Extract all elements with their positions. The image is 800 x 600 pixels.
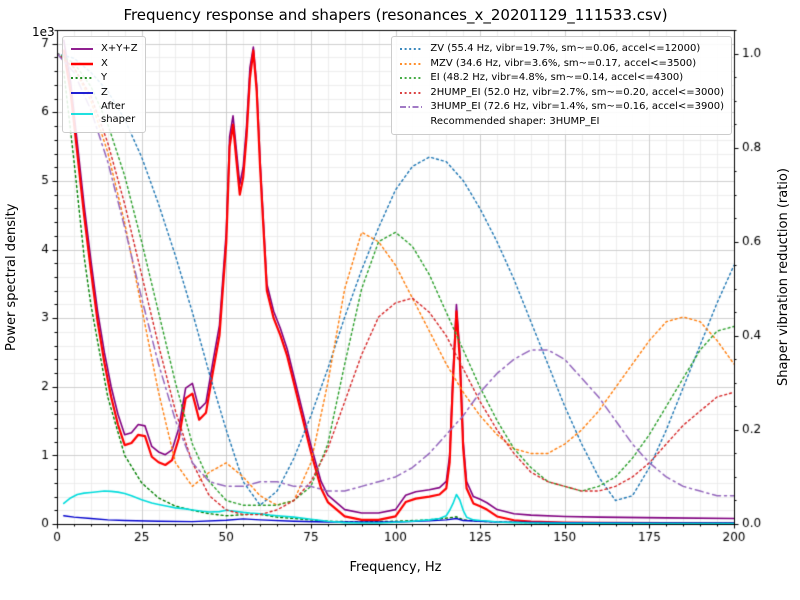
legend-label: 2HUMP_EI (52.0 Hz, vibr=2.7%, sm~=0.20, … [430,86,724,98]
legend-line-sample-icon [400,106,423,109]
legend-line-sample-icon [71,48,93,51]
legend-label: EI (48.2 Hz, vibr=4.8%, sm~=0.14, accel<… [430,72,684,83]
legend-label: Z [101,86,108,98]
legend-line-sample-icon [400,62,423,65]
legend-item-mzv-34-6-hz-vibr-3-6-sm-0-17-accel-3500: MZV (34.6 Hz, vibr=3.6%, sm~=0.17, accel… [399,58,724,71]
legend-item-x-y-z: X+Y+Z [70,43,138,56]
legend-line-sample-icon [71,112,93,115]
legend-item-ei-48-2-hz-vibr-4-8-sm-0-14-accel-4300: EI (48.2 Hz, vibr=4.8%, sm~=0.14, accel<… [399,72,724,85]
legend-line-sample-icon [400,77,423,80]
legend-item-z: Z [70,87,138,100]
legend-line-sample-icon [71,91,93,94]
legend-label: Y [101,72,108,83]
legend-item-y: Y [70,72,138,85]
legend-note-recommended-shaper: Recommended shaper: 3HUMP_EI [399,116,724,129]
legend-psd: X+Y+Z X Y Z After shaper [62,36,146,133]
legend-item-after-shaper: After shaper [70,101,138,126]
legend-item-x: X [70,58,138,71]
legend-label: 3HUMP_EI (72.6 Hz, vibr=1.4%, sm~=0.16, … [430,101,724,112]
y-axis-left-label: Power spectral density [4,203,19,351]
x-axis-label: Frequency, Hz [349,560,442,575]
legend-label: ZV (55.4 Hz, vibr=19.7%, sm~=0.06, accel… [430,43,701,54]
legend-label: X [101,57,108,69]
legend-line-sample-icon [71,62,93,65]
y-axis-offset-text: 1e3 [32,25,55,39]
legend-label: X+Y+Z [101,43,138,54]
legend-line-sample-icon [71,77,93,80]
legend-label: After shaper [101,101,136,125]
legend-line-sample-icon [400,48,423,51]
legend-item-zv-55-4-hz-vibr-19-7-sm-0-06-accel-12000: ZV (55.4 Hz, vibr=19.7%, sm~=0.06, accel… [399,43,724,56]
legend-note-label: Recommended shaper: 3HUMP_EI [430,115,600,127]
legend-item-2hump-ei-52-0-hz-vibr-2-7-sm-0-20-accel-: 2HUMP_EI (52.0 Hz, vibr=2.7%, sm~=0.20, … [399,87,724,100]
y-axis-right-label: Shaper vibration reduction (ratio) [776,168,791,386]
legend-line-sample-icon [400,91,423,94]
chart-title: Frequency response and shapers (resonanc… [123,6,668,24]
legend-shapers: ZV (55.4 Hz, vibr=19.7%, sm~=0.06, accel… [391,36,732,135]
legend-item-3hump-ei-72-6-hz-vibr-1-4-sm-0-16-accel-: 3HUMP_EI (72.6 Hz, vibr=1.4%, sm~=0.16, … [399,101,724,114]
legend-label: MZV (34.6 Hz, vibr=3.6%, sm~=0.17, accel… [430,57,697,69]
